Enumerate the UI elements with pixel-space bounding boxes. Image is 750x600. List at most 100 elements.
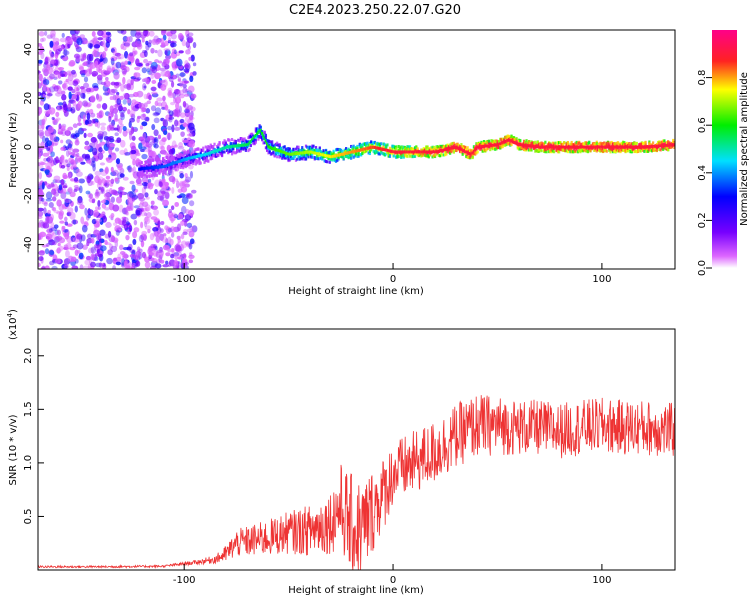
spectrogram-cell — [67, 86, 73, 91]
spectrogram-cell — [596, 148, 600, 152]
spectrogram-cell — [210, 145, 214, 149]
spectrogram-cell — [355, 151, 358, 155]
spectrogram-ridge-cell — [235, 144, 239, 148]
spectrogram-cell — [124, 60, 129, 65]
spectrogram-cell — [249, 144, 252, 148]
spectrogram-cell — [188, 200, 195, 207]
spectrogram-cell — [638, 147, 641, 151]
spectrogram-cell — [112, 107, 119, 114]
spectrogram-cell — [137, 115, 141, 120]
spectrogram-cell — [112, 94, 117, 101]
spectrogram-cell — [381, 151, 384, 155]
spectrogram-cell — [97, 206, 101, 210]
spectrogram-cell — [38, 82, 42, 89]
spectrogram-cell — [644, 142, 647, 146]
spectrogram-cell — [140, 175, 143, 179]
spectrogram-cell — [450, 150, 453, 154]
spectrogram-cell — [509, 136, 512, 140]
spectrogram-cell — [544, 150, 547, 154]
spectrogram-cell — [154, 59, 160, 63]
spectrogram-cell — [82, 244, 88, 250]
spectrogram-cell — [189, 161, 192, 165]
spectrogram-cell — [515, 137, 518, 141]
spectrogram-cell — [665, 146, 669, 150]
spectrogram-cell — [162, 95, 166, 102]
spectrogram-cell — [110, 217, 114, 221]
spectrogram-ridge-cell — [440, 149, 443, 153]
spectrogram-cell — [269, 141, 273, 145]
spectrogram-cell — [192, 62, 197, 67]
spectrogram-cell — [45, 110, 50, 116]
spectrogram-cell — [423, 148, 427, 152]
spectrogram-cell — [569, 150, 572, 154]
spectrogram-cell — [119, 173, 125, 178]
spectrogram-cell — [594, 143, 597, 147]
spectrogram-cell — [51, 116, 55, 120]
spectrogram-cell — [91, 147, 98, 156]
spectrogram-cell — [96, 94, 103, 102]
spectrogram-cell — [277, 152, 280, 156]
spectrogram-cell — [233, 141, 236, 145]
spectrogram-cell — [79, 85, 85, 90]
spectrogram-ridge-cell — [474, 148, 477, 152]
spectrogram-cell — [584, 149, 587, 153]
spectrogram-cell — [158, 158, 161, 162]
spectrogram-cell — [145, 79, 150, 85]
spectrogram-cell — [97, 199, 101, 207]
spectrogram-cell — [167, 109, 171, 114]
spectrogram-cell — [361, 151, 364, 155]
spectrogram-cell — [145, 171, 148, 175]
spectrogram-cell — [614, 149, 617, 153]
spectrogram-cell — [187, 32, 194, 37]
x-tick-label: -100 — [173, 274, 196, 285]
spectrogram-cell — [162, 158, 165, 162]
spectrogram-cell — [40, 197, 45, 202]
spectrogram-cell — [264, 136, 268, 140]
spectrogram-ridge-cell — [670, 143, 674, 147]
spectrogram-cell — [101, 211, 106, 216]
spectrogram-cell — [144, 173, 147, 177]
spectrogram-cell — [204, 156, 207, 160]
spectrogram-cell — [121, 190, 125, 196]
spectrogram-cell — [110, 166, 114, 173]
spectrogram-cell — [304, 157, 308, 161]
spectrogram-cell — [583, 142, 586, 146]
spectrogram-cell — [267, 151, 270, 155]
spectrogram-cell — [122, 76, 126, 85]
spectrogram-cell — [189, 131, 195, 138]
spectrogram-cell — [420, 154, 423, 158]
colorbar-tick-label: 0.6 — [697, 117, 708, 133]
spectrogram-cell — [358, 143, 361, 147]
spectrogram-cell — [497, 139, 501, 143]
spectrogram-cell — [230, 147, 234, 151]
spectrogram-cell — [84, 145, 91, 151]
spectrogram-cell — [85, 190, 91, 195]
spectrogram-cell — [341, 155, 344, 159]
spectrogram-cell — [214, 151, 217, 155]
spectrogram-cell — [138, 175, 141, 179]
spectrogram-cell — [182, 139, 189, 143]
spectrogram-ridge-cell — [522, 143, 526, 147]
spectrogram-ridge-cell — [149, 166, 152, 170]
spectrogram-ridge-cell — [536, 145, 539, 149]
spectrogram-cell — [452, 150, 455, 154]
spectrogram-cell — [52, 207, 57, 212]
spectrogram-cell — [142, 182, 149, 187]
spectrogram-cell — [329, 157, 333, 161]
spectrogram-cell — [568, 147, 571, 151]
spectrogram-ridge-cell — [496, 143, 499, 147]
spectrogram-cell — [377, 152, 380, 156]
spectrogram-cell — [185, 163, 189, 167]
spectrogram-cell — [147, 168, 150, 172]
spectrogram-cell — [168, 157, 171, 161]
spectrogram-cell — [177, 154, 180, 158]
spectrogram-cell — [38, 250, 45, 256]
spectrogram-cell — [244, 146, 247, 150]
spectrogram-cell — [672, 140, 675, 144]
spectrogram-cell — [155, 169, 158, 173]
spectrogram-cell — [184, 165, 187, 169]
spectrogram-ridge-cell — [242, 143, 245, 147]
spectrogram-cell — [70, 133, 77, 138]
spectrogram-cell — [549, 143, 552, 147]
spectrogram-cell — [486, 141, 489, 145]
